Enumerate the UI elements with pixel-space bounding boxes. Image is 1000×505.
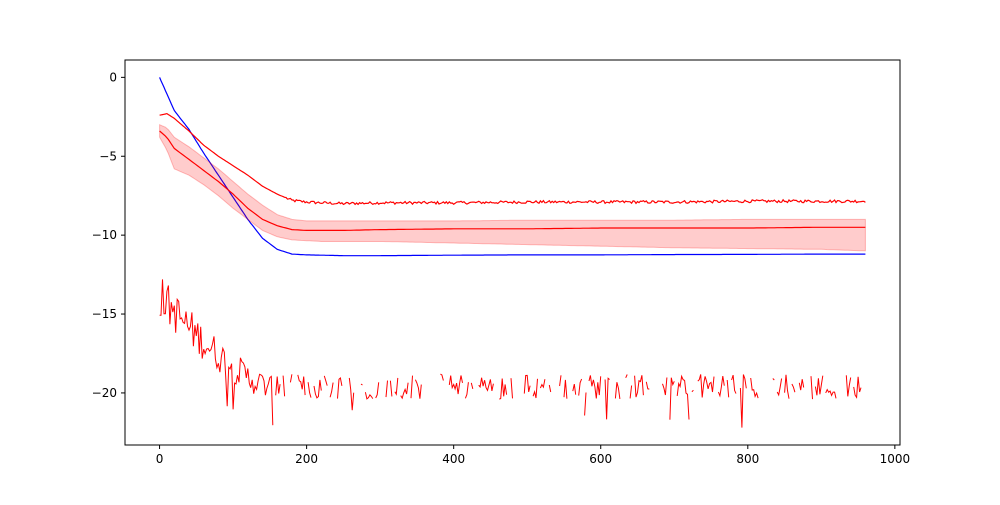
x-tick-label: 800: [736, 452, 759, 466]
confidence-band: [159, 123, 866, 252]
series-line-0: [159, 77, 866, 257]
axes: 0 200 400 600 800 1000 0 −5 −10 −15 −20: [92, 59, 911, 466]
y-tick-label: −5: [99, 149, 117, 163]
axes-frame: [124, 59, 901, 446]
y-tick-label: −20: [92, 386, 117, 400]
x-tick-label: 1000: [880, 452, 911, 466]
x-tick-label: 200: [295, 452, 318, 466]
y-tick-label: −15: [92, 307, 117, 321]
x-tick-label: 0: [156, 452, 164, 466]
series-line-noisy: [160, 279, 864, 427]
y-tick-label: 0: [109, 70, 117, 84]
x-tick-label: 400: [442, 452, 465, 466]
y-tick-label: −10: [92, 228, 117, 242]
series-line-mean: [159, 130, 866, 231]
x-tick-label: 600: [589, 452, 612, 466]
plot-area: [160, 77, 866, 427]
series-line-1: [159, 112, 866, 206]
